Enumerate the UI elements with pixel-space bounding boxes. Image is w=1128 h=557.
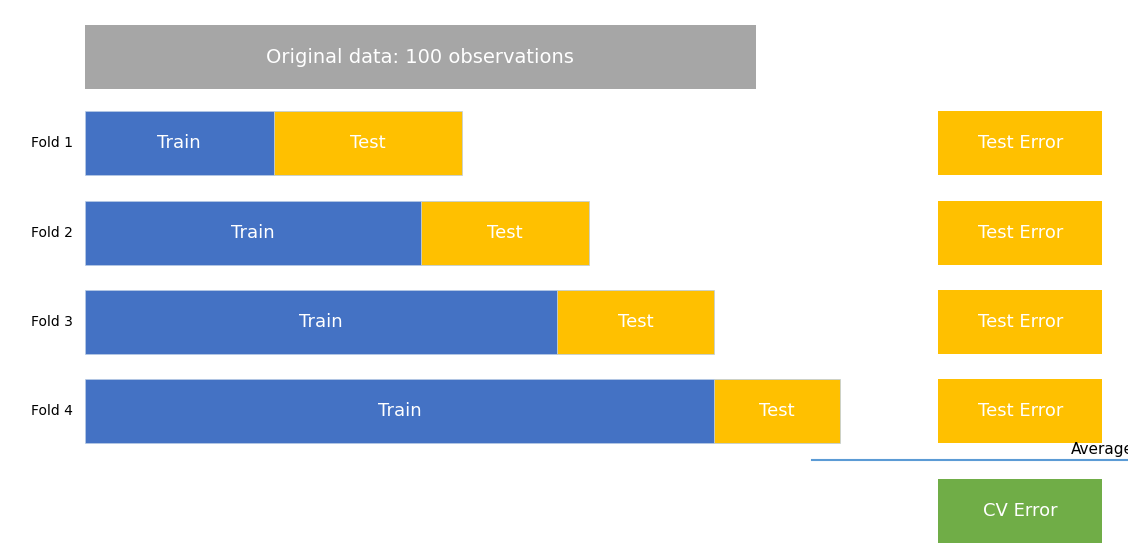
Text: Train: Train xyxy=(378,402,421,420)
Text: Train: Train xyxy=(231,223,274,242)
Bar xyxy=(714,379,840,443)
Text: Test: Test xyxy=(350,134,386,153)
Text: Average: Average xyxy=(1070,442,1128,457)
Text: Test: Test xyxy=(618,312,653,331)
Text: Fold 2: Fold 2 xyxy=(32,226,73,240)
Text: Test: Test xyxy=(759,402,795,420)
Text: Fold 1: Fold 1 xyxy=(32,136,73,150)
Bar xyxy=(938,201,1102,265)
Bar xyxy=(938,379,1102,443)
Text: Original data: 100 observations: Original data: 100 observations xyxy=(266,47,574,67)
Text: Test Error: Test Error xyxy=(978,312,1063,331)
Bar xyxy=(274,111,462,175)
Bar xyxy=(85,379,714,443)
Bar xyxy=(938,111,1102,175)
Bar xyxy=(85,25,756,89)
Bar xyxy=(938,479,1102,543)
Text: Test Error: Test Error xyxy=(978,402,1063,420)
Bar xyxy=(557,290,714,354)
Text: Test Error: Test Error xyxy=(978,134,1063,153)
Text: Train: Train xyxy=(299,312,343,331)
Text: Fold 3: Fold 3 xyxy=(32,315,73,329)
Bar xyxy=(85,201,421,265)
Text: CV Error: CV Error xyxy=(982,502,1058,520)
Bar xyxy=(421,201,589,265)
Text: Fold 4: Fold 4 xyxy=(32,404,73,418)
Text: Test: Test xyxy=(487,223,522,242)
Text: Train: Train xyxy=(157,134,201,153)
Bar xyxy=(85,290,557,354)
Bar xyxy=(938,290,1102,354)
Bar xyxy=(85,111,273,175)
Text: Test Error: Test Error xyxy=(978,223,1063,242)
